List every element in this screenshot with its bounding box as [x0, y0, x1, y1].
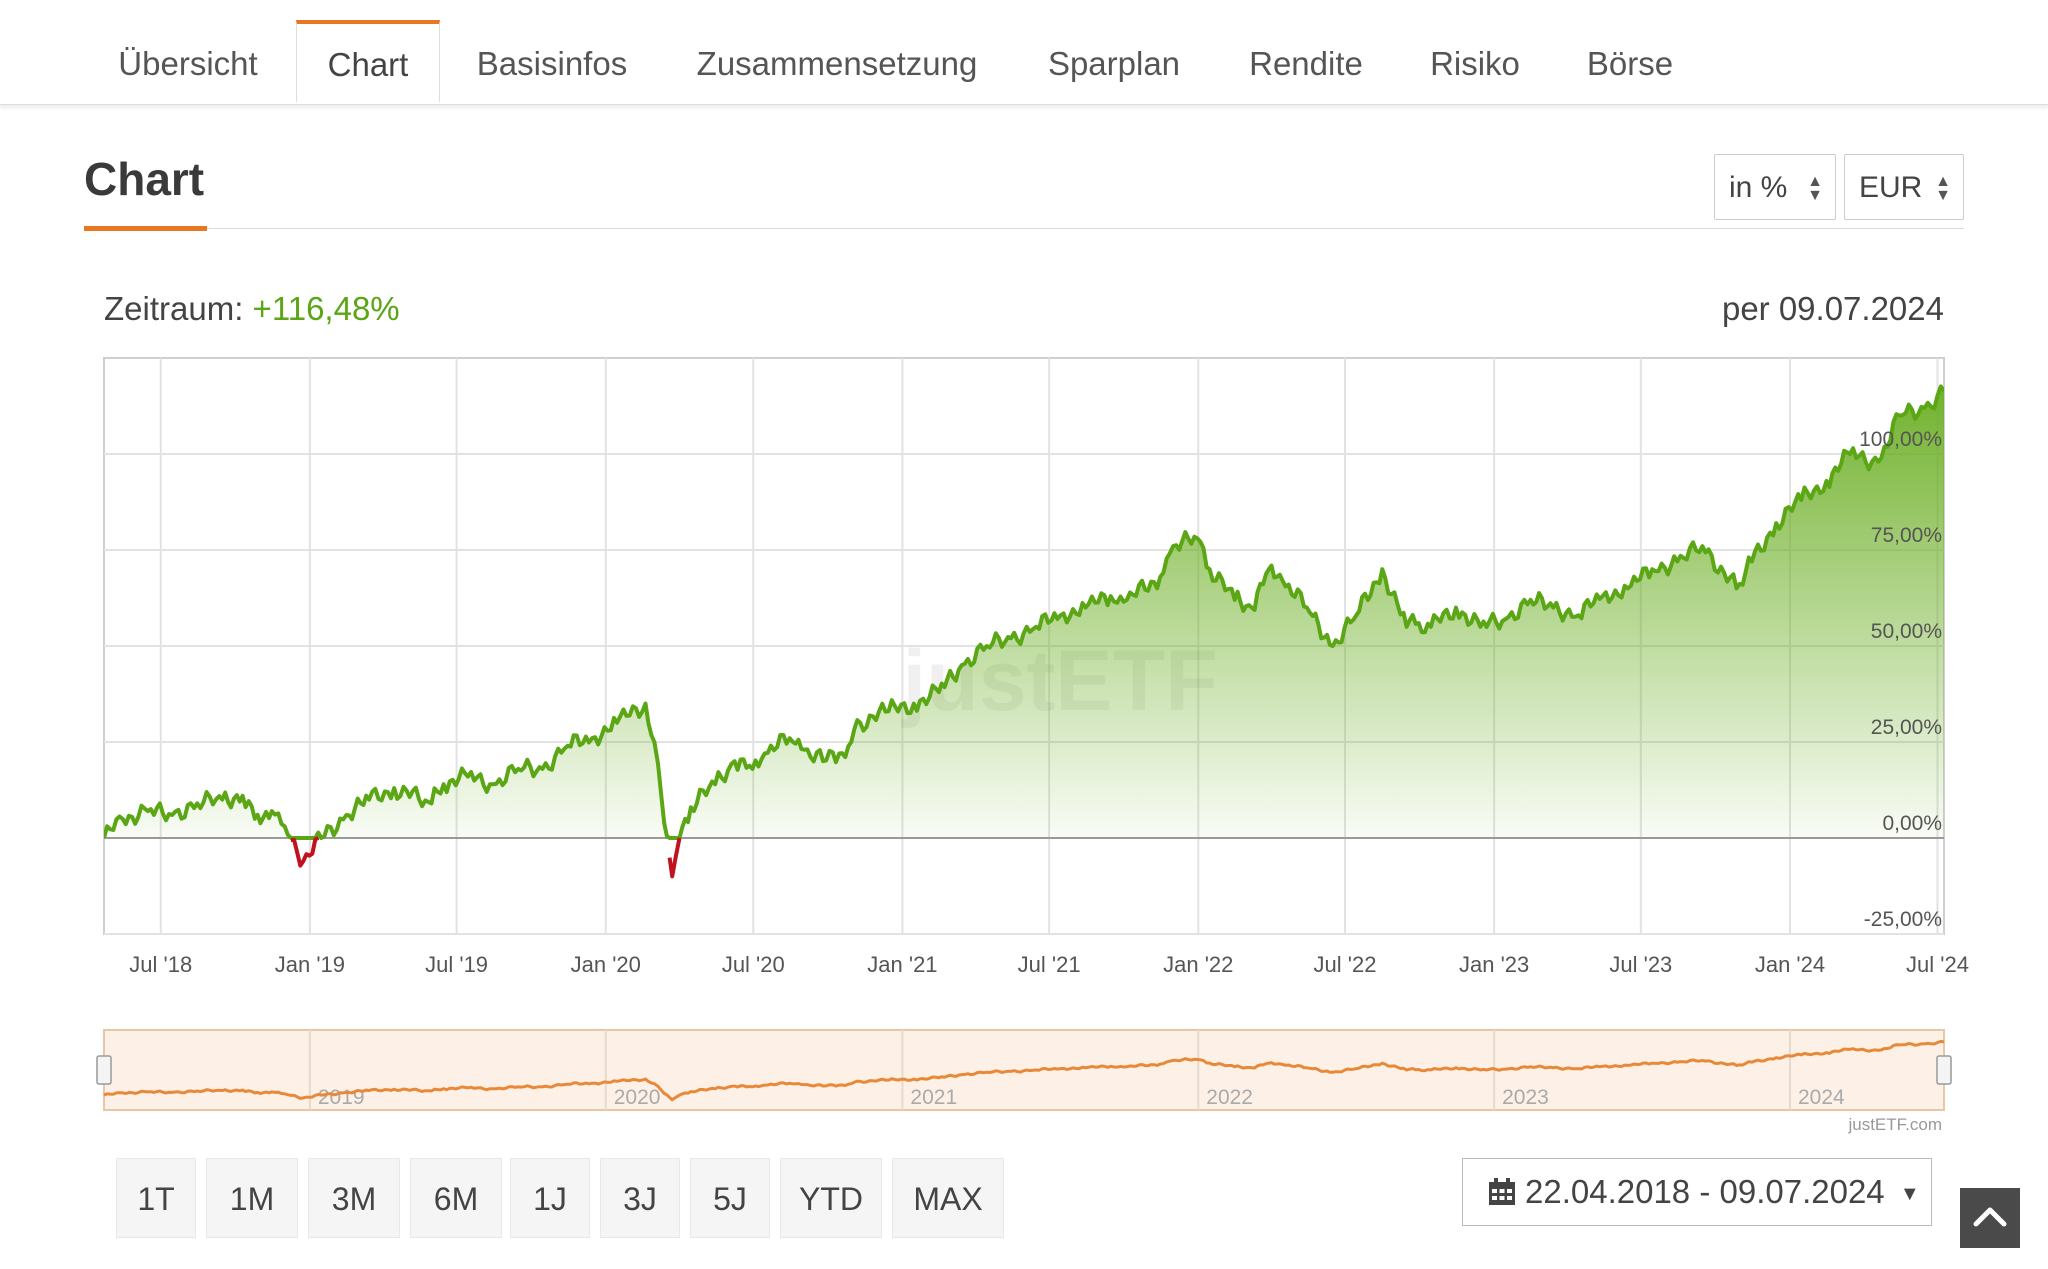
x-axis-label: Jul '23 [1609, 952, 1672, 977]
y-axis-label: 50,00% [1871, 620, 1942, 643]
select-arrows-icon: ▲ ▼ [1807, 173, 1823, 204]
x-axis-label: Jan '24 [1755, 952, 1825, 977]
x-axis-label: Jan '23 [1459, 952, 1529, 977]
tab-sparplan[interactable]: Sparplan [1047, 45, 1181, 82]
chart-credit: justETF.com [1847, 1115, 1942, 1134]
period-summary: Zeitraum: +116,48% [104, 290, 400, 328]
range-button-ytd[interactable]: YTD [780, 1158, 882, 1238]
select-arrows-icon: ▲ ▼ [1935, 173, 1951, 204]
navigator-year-label: 2022 [1206, 1086, 1253, 1109]
range-button-6m[interactable]: 6M [410, 1158, 502, 1238]
unit-select[interactable]: in % ▲ ▼ [1714, 154, 1836, 220]
chevron-up-icon [1973, 1207, 2007, 1227]
tab-basisinfos[interactable]: Basisinfos [476, 45, 628, 82]
range-button-5j[interactable]: 5J [690, 1158, 770, 1238]
x-axis-label: Jan '19 [275, 952, 345, 977]
x-axis-label: Jul '18 [129, 952, 192, 977]
x-axis-label: Jul '24 [1906, 952, 1969, 977]
y-axis-label: 100,00% [1859, 428, 1942, 451]
y-axis-label: -25,00% [1864, 908, 1942, 931]
performance-chart[interactable]: justETF-25,00%0,00%25,00%50,00%75,00%100… [0, 0, 2048, 1150]
currency-select[interactable]: EUR ▲ ▼ [1844, 154, 1964, 220]
x-axis-label: Jan '21 [867, 952, 937, 977]
negative-performance-line [290, 836, 682, 879]
tab-chart[interactable]: Chart [296, 20, 440, 102]
scroll-to-top-button[interactable] [1960, 1188, 2020, 1248]
x-axis-label: Jan '22 [1163, 952, 1233, 977]
navigator-year-label: 2020 [614, 1086, 661, 1109]
as-of-date: per 09.07.2024 [1721, 290, 1944, 327]
x-axis-label: Jul '22 [1314, 952, 1377, 977]
section-title: Chart [84, 153, 205, 205]
tab-risiko[interactable]: Risiko [1430, 45, 1520, 82]
navigator-line [103, 1039, 1945, 1102]
navigator-handle [96, 1055, 112, 1085]
range-button-max[interactable]: MAX [892, 1158, 1004, 1238]
x-axis-label: Jan '20 [571, 952, 641, 977]
range-button-1j[interactable]: 1J [510, 1158, 590, 1238]
period-value: +116,48% [252, 290, 400, 327]
performance-line [104, 384, 1944, 840]
tab-uebersicht[interactable]: Übersicht [118, 45, 258, 82]
y-axis-label: 75,00% [1871, 524, 1942, 547]
range-button-1t[interactable]: 1T [116, 1158, 196, 1238]
performance-area [104, 386, 1944, 838]
navigator-handle [1936, 1055, 1952, 1085]
navigator-year-label: 2023 [1502, 1086, 1549, 1109]
navigator-year-label: 2024 [1798, 1086, 1845, 1109]
x-axis-label: Jul '21 [1018, 952, 1081, 977]
range-button-1m[interactable]: 1M [206, 1158, 298, 1238]
navigator-year-label: 2021 [910, 1086, 957, 1109]
date-range-picker[interactable]: 22.04.2018 - 09.07.2024 ▼ [1462, 1158, 1932, 1226]
unit-select-value: in % [1729, 171, 1788, 204]
tab-boerse[interactable]: Börse [1586, 45, 1674, 82]
x-axis-label: Jul '20 [722, 952, 785, 977]
calendar-icon [1489, 1178, 1515, 1205]
title-underline [84, 226, 207, 231]
title-divider [84, 228, 1964, 229]
period-label: Zeitraum: [104, 290, 244, 327]
range-button-3j[interactable]: 3J [600, 1158, 680, 1238]
tab-rendite[interactable]: Rendite [1249, 45, 1363, 82]
range-button-3m[interactable]: 3M [308, 1158, 400, 1238]
date-range-text: 22.04.2018 - 09.07.2024 [1525, 1173, 1885, 1210]
tab-zusammensetzung[interactable]: Zusammensetzung [696, 45, 978, 82]
currency-select-value: EUR [1859, 171, 1923, 204]
y-axis-label: 0,00% [1882, 812, 1942, 835]
x-axis-label: Jul '19 [425, 952, 488, 977]
tab-bar: Übersicht Chart Basisinfos Zusammensetzu… [0, 20, 2048, 105]
caret-down-icon: ▼ [1899, 1183, 1920, 1205]
y-axis-label: 25,00% [1871, 716, 1942, 739]
